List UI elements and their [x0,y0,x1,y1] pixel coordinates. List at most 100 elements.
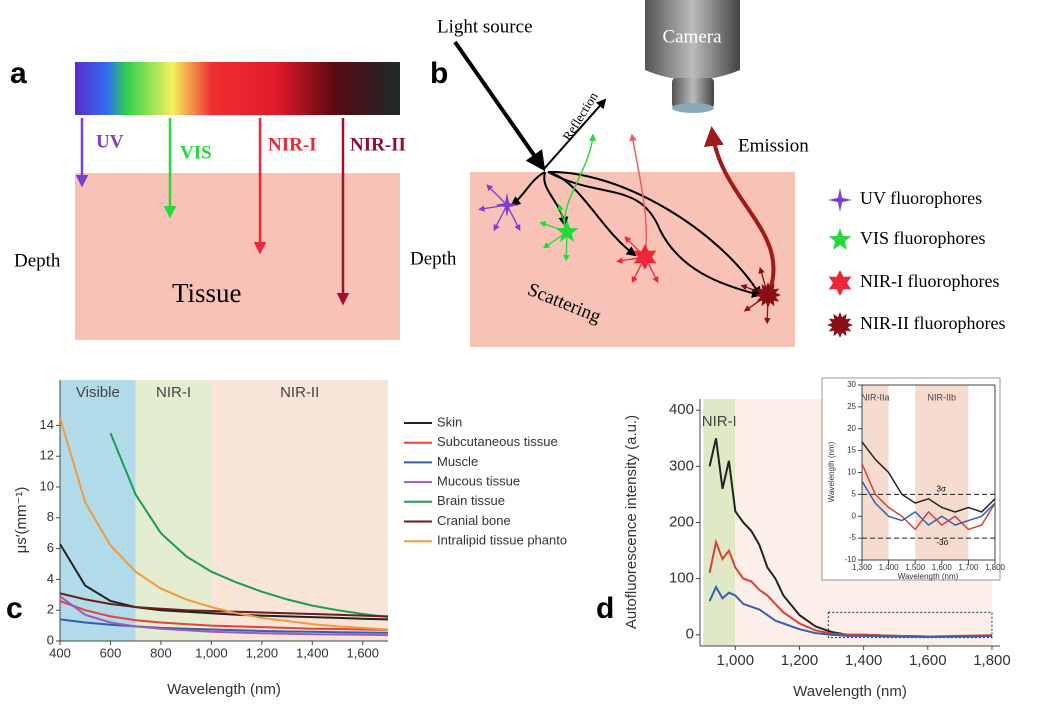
y-tick-label: 6 [47,540,54,555]
y-tick-label: 15 [847,446,856,455]
emission-ray [631,256,646,284]
region-label: NIR-II [280,384,319,401]
panel-label: b [430,57,448,90]
region-label: NIR-I [156,384,191,401]
legend-marker [828,188,852,212]
emission-arrow [629,133,648,256]
legend-marker [828,228,852,250]
x-tick-label: 1,400 [879,563,900,572]
reflection-ray [542,98,607,171]
legend-marker [827,312,853,338]
scatter-path [547,171,762,298]
legend-label: Intralipid tissue phanto [437,533,567,548]
region-label: Visible [76,384,120,401]
zoom-box [827,611,993,639]
region [135,380,212,641]
series-line [708,584,993,639]
series-line [862,441,995,513]
emission-ray [624,236,646,258]
emission-arrow [703,126,776,291]
emission-ray [563,231,570,262]
emission-label: Emission [738,135,809,156]
emission-ray [758,266,769,296]
legend-label: Muscle [437,454,478,469]
y-axis-label: Autofluorescence intensity (a.u.) [623,415,640,629]
panel-a: a UV VIS NIR-I NIR-II Depth Tissue [10,57,406,340]
chart: Visible NIR-I NIR-II 0 2 4 6 8 10 12 14 400 600 800 1,… [6,380,567,698]
x-tick-label: 600 [100,645,122,660]
series-line [60,592,388,618]
x-tick-label: 400 [49,645,71,660]
camera-body [645,0,740,80]
series-line [109,432,388,619]
legend-label: Skin [437,414,462,429]
y-tick-label: 14 [40,417,54,432]
band-label: VIS [180,142,212,163]
y-axis-label: Wavelength (nm) [827,441,836,502]
y-tick-label: 10 [40,478,54,493]
band-label: NIR-II [350,134,406,155]
x-tick-label: 1,400 [845,652,883,669]
threshold-label: -3σ [937,538,949,547]
series-line [60,595,388,637]
x-axis-label: Wavelength (nm) [167,681,281,698]
y-tick-label: 0 [686,626,694,643]
emission-ray [542,231,568,249]
series-line [60,417,388,631]
light-source-label: Light source [437,16,533,37]
legend-label: Subcutaneous tissue [437,434,558,449]
legend-marker [828,270,852,296]
x-tick-label: 1,600 [909,652,947,669]
legend-label: Brain tissue [437,493,505,508]
scatter-path [510,171,546,207]
y-tick-label: 400 [669,401,694,418]
camera-lens [672,78,714,108]
x-tick-label: 800 [150,645,172,660]
emission-ray [743,294,769,312]
tissue [75,173,400,340]
light-ray [453,40,546,172]
threshold-label: 3σ [937,484,946,493]
emission-ray [644,256,659,284]
band-label: NIR-I [268,134,317,155]
series-line [862,463,995,531]
x-axis-label: Wavelength (nm) [793,683,907,700]
emission-ray [557,203,568,233]
camera-label: Camera [662,26,722,47]
scatter-path [547,170,762,297]
inset-background [821,377,1001,581]
emission-ray [616,256,646,264]
y-tick-label: 0 [47,632,54,647]
x-tick-label: 1,800 [985,563,1006,572]
legend-label: Mucous tissue [437,474,520,489]
x-tick-label: 1,600 [932,563,953,572]
emission-ray [506,204,521,232]
x-tick-label: 1,400 [296,645,329,660]
region-label: NIR-I [702,413,737,430]
emission-ray [486,184,508,206]
y-tick-label: -10 [844,555,856,564]
emission-ray [764,294,771,325]
x-tick-label: 1,800 [973,652,1011,669]
y-tick-label: 20 [847,424,856,433]
axis-label: Depth [410,248,457,269]
emission-ray [478,204,508,212]
y-tick-label: 5 [852,489,857,498]
camera-lens [672,103,714,113]
tissue-label: Tissue [172,278,242,308]
x-tick-label: 1,000 [195,645,228,660]
x-tick-label: 1,300 [852,563,873,572]
region-label: NIR-IIb [928,392,957,402]
x-tick-label: 1,000 [717,652,755,669]
panel-label: a [10,57,27,90]
legend-label: Cranial bone [437,513,511,528]
axis-label: Depth [14,250,61,271]
reflection-label: Reflection [559,89,601,143]
emission-ray [539,221,568,233]
panel-label: c [6,592,23,625]
region [703,399,736,646]
y-tick-label: -5 [849,533,857,542]
y-tick-label: 200 [669,513,694,530]
region [60,380,136,641]
